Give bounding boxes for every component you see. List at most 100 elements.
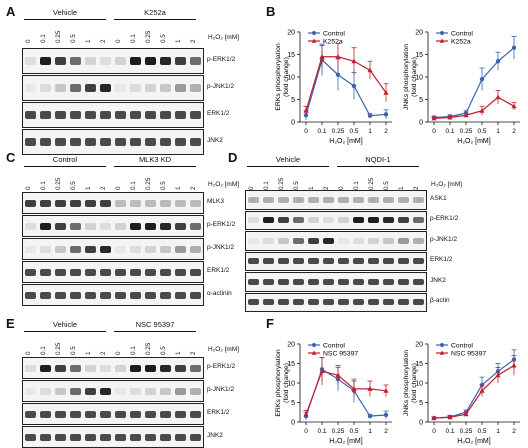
blot-strip — [245, 272, 427, 292]
protein-band — [190, 364, 201, 372]
protein-band — [115, 433, 126, 441]
protein-band — [263, 278, 274, 285]
protein-band — [175, 245, 186, 253]
blot-strip — [22, 403, 204, 425]
protein-band — [115, 199, 126, 207]
lane-label: 0 — [24, 186, 32, 190]
protein-band — [70, 83, 81, 93]
protein-band — [398, 258, 409, 265]
protein-band — [100, 83, 111, 93]
protein-band — [160, 199, 171, 207]
protein-band — [25, 83, 36, 93]
protein-band — [115, 222, 126, 230]
series-line — [305, 56, 387, 111]
lane-label: 0.1 — [262, 181, 270, 190]
x-tick-label: 1 — [496, 128, 500, 135]
y-tick-label: 10 — [287, 75, 295, 82]
blot-row-label: ERK1/2 — [207, 110, 230, 117]
protein-band — [70, 291, 81, 299]
y-tick-label: 0 — [291, 420, 295, 427]
group-divider-line — [114, 19, 196, 20]
x-tick-label: 2 — [384, 428, 388, 435]
protein-band — [190, 387, 201, 395]
data-point — [351, 386, 357, 391]
x-tick-label: 0.1 — [317, 428, 326, 435]
protein-band — [145, 199, 156, 207]
x-tick-label: 2 — [384, 128, 388, 135]
protein-band — [368, 196, 379, 203]
protein-band — [383, 237, 394, 244]
protein-band — [25, 291, 36, 299]
protein-band — [278, 196, 289, 203]
protein-band — [40, 410, 51, 418]
protein-band — [70, 199, 81, 207]
protein-band — [115, 83, 126, 93]
protein-band — [115, 387, 126, 395]
protein-band — [263, 299, 274, 306]
data-point — [479, 77, 485, 82]
legend-marker — [311, 38, 317, 43]
x-axis-label: H₂O₂ [mM] — [329, 138, 362, 145]
legend-marker — [440, 343, 444, 347]
protein-band — [25, 110, 36, 120]
protein-band — [368, 299, 379, 306]
protein-band — [145, 268, 156, 276]
lane-label: 2 — [189, 351, 197, 355]
blot-row-label: p-JNK1/2 — [207, 83, 235, 90]
blot-strip — [22, 380, 204, 402]
data-point — [319, 368, 325, 374]
y-tick-label: 20 — [287, 30, 295, 37]
protein-band — [25, 387, 36, 395]
protein-band — [308, 278, 319, 285]
lane-label: 0.25 — [277, 177, 285, 190]
protein-band — [115, 410, 126, 418]
protein-band — [130, 268, 141, 276]
protein-band — [55, 56, 66, 66]
data-point — [367, 113, 373, 118]
protein-band — [398, 196, 409, 203]
protein-band — [175, 137, 186, 147]
protein-band — [130, 433, 141, 441]
data-point — [303, 411, 309, 417]
data-point — [383, 112, 389, 117]
lane-label: 1 — [174, 351, 182, 355]
legend-label: NSC 95397 — [323, 351, 358, 358]
blot-strip — [22, 215, 204, 237]
lane-label: 1 — [174, 186, 182, 190]
protein-band — [25, 410, 36, 418]
lane-label: 0 — [24, 351, 32, 355]
group-divider-line — [24, 166, 106, 167]
data-point — [351, 58, 357, 64]
blot-row-label: ERK1/2 — [207, 409, 230, 416]
group-label: Vehicle — [52, 320, 78, 329]
lane-label: 0 — [114, 39, 122, 43]
lane-label: 1 — [174, 39, 182, 43]
lane-label: 0 — [114, 351, 122, 355]
lane-label: 1 — [84, 351, 92, 355]
protein-band — [160, 433, 171, 441]
lane-label: 0.1 — [129, 346, 137, 355]
lane-label: 0.1 — [352, 181, 360, 190]
lane-label: 2 — [99, 39, 107, 43]
group-label: Vehicle — [275, 155, 301, 164]
x-tick-label: 0.25 — [460, 428, 473, 435]
lane-label: 0.25 — [54, 177, 62, 190]
y-tick-label: 10 — [415, 75, 423, 82]
protein-band — [145, 245, 156, 253]
data-point — [479, 107, 485, 113]
protein-band — [115, 56, 126, 66]
group-label: Control — [52, 155, 78, 164]
blot-strip — [22, 426, 204, 448]
protein-band — [115, 291, 126, 299]
lane-label: 0.1 — [39, 181, 47, 190]
y-axis-label: ERKs phosphorylation(fold change) — [275, 349, 290, 416]
protein-band — [353, 217, 364, 224]
x-tick-label: 2 — [512, 428, 516, 435]
protein-band — [100, 433, 111, 441]
blot-row-label: α-actinin — [207, 290, 232, 297]
protein-band — [160, 245, 171, 253]
protein-band — [40, 268, 51, 276]
x-tick-label: 0.5 — [349, 128, 358, 135]
series-line — [433, 47, 515, 119]
protein-band — [70, 56, 81, 66]
